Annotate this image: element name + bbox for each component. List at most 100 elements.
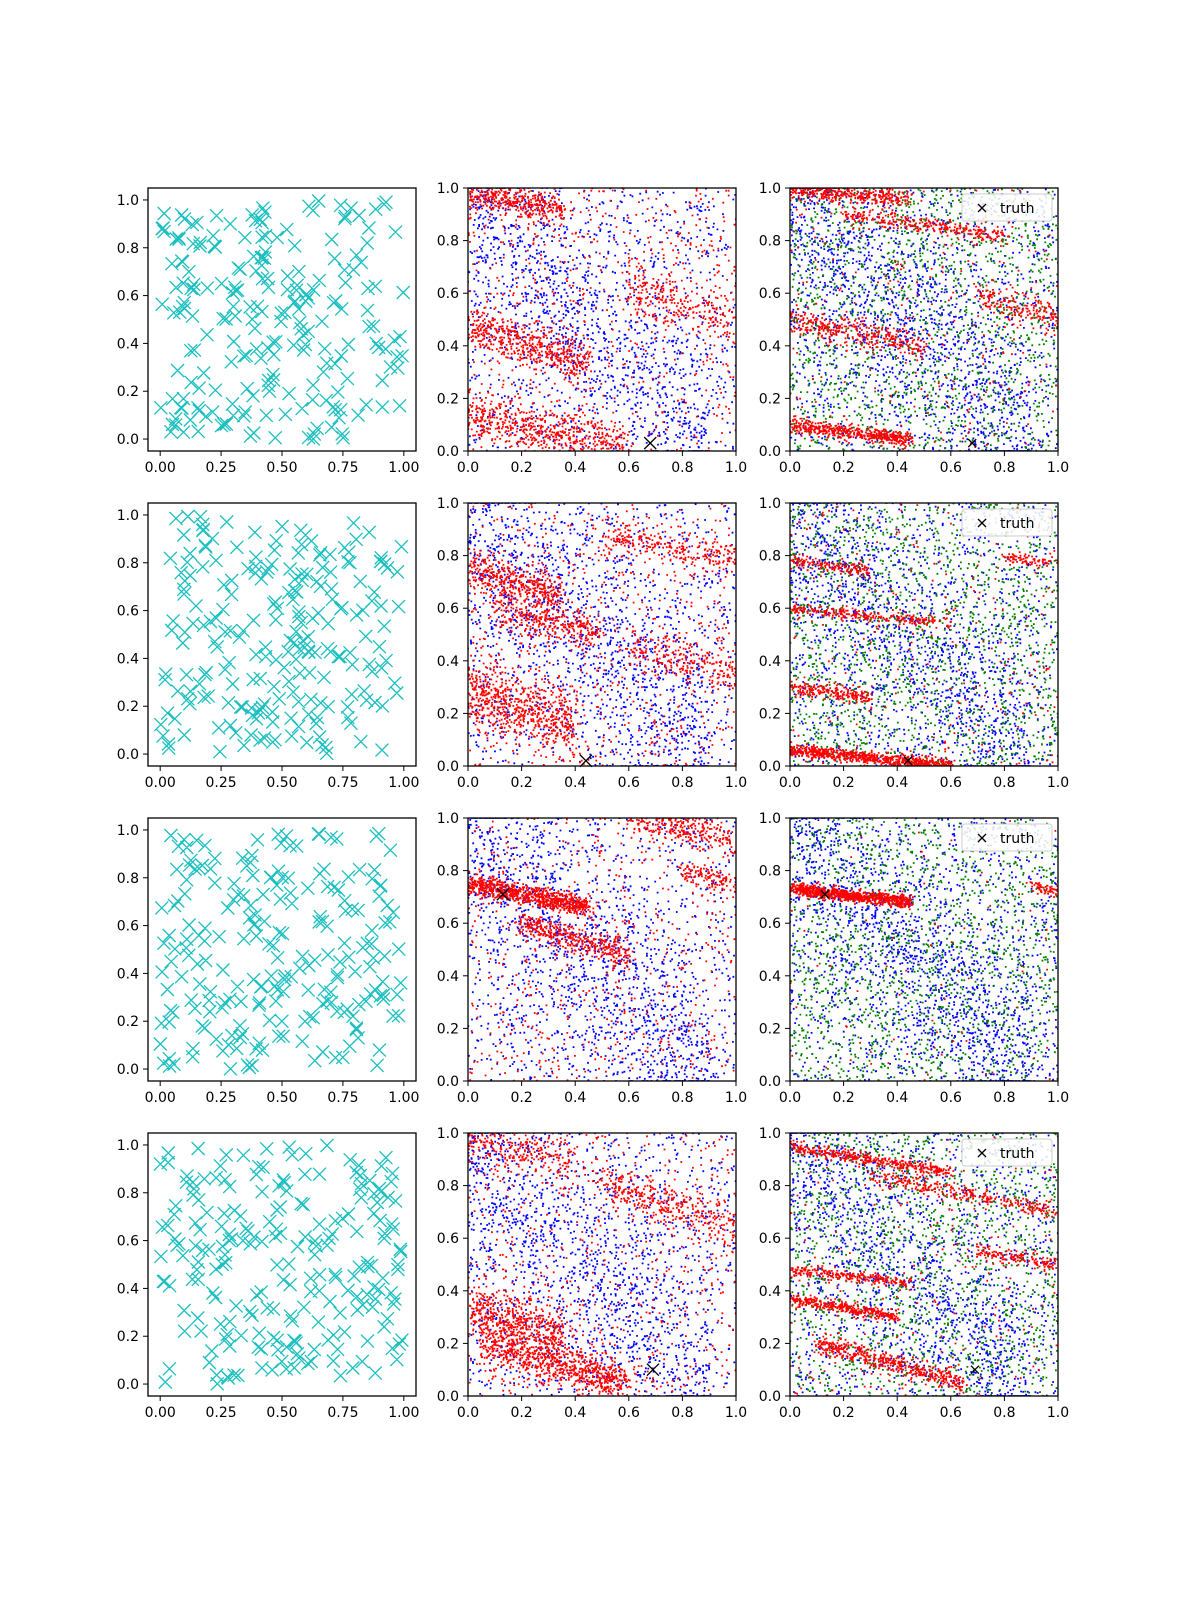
points xyxy=(468,503,736,766)
x-tick-label: 0.2 xyxy=(510,775,532,791)
axes-frame xyxy=(467,187,737,452)
x-tick-label: 0.2 xyxy=(510,1405,532,1421)
x-tick-label: 0.0 xyxy=(457,460,479,476)
panel-r2-c1: 0.00 0.25 0.50 0.75 1.00 0.0 0.2 0.4 0.6 0.8 1.0 xyxy=(117,502,419,791)
y-tick-label: 1.0 xyxy=(437,181,459,197)
y-tick-label: 0.4 xyxy=(759,339,781,355)
x-tick-label: 0.4 xyxy=(886,460,908,476)
x-tick-label: 1.0 xyxy=(725,1090,747,1106)
points xyxy=(153,194,411,446)
legend: truth xyxy=(961,193,1053,222)
x-tick-label: 1.00 xyxy=(388,1090,419,1106)
axes-frame xyxy=(789,1132,1059,1397)
y-tick-label: 0.4 xyxy=(117,1281,139,1297)
x-tick-label: 0.8 xyxy=(993,1405,1015,1421)
x-tick-label: 0.0 xyxy=(779,460,801,476)
legend-label: truth xyxy=(1000,516,1034,532)
panel-r2-c2: 0.0 0.2 0.4 0.6 0.8 1.0 0.0 0.2 0.4 0.6 0.8 1.0 xyxy=(437,496,747,791)
x-tick-label: 0.4 xyxy=(886,1090,908,1106)
x-tick-label: 0.0 xyxy=(779,1090,801,1106)
y-tick-label: 0.8 xyxy=(759,864,781,880)
legend-label: truth xyxy=(1000,201,1034,217)
y-tick-label: 1.0 xyxy=(437,811,459,827)
x-tick-label: 0.00 xyxy=(145,460,176,476)
y-tick-label: 0.6 xyxy=(437,286,459,302)
truth-marker xyxy=(970,1365,980,1375)
legend-truth-marker xyxy=(977,518,987,528)
points xyxy=(153,1138,409,1391)
green-points xyxy=(790,188,1058,451)
y-tick-label: 0.0 xyxy=(437,1074,459,1090)
y-tick-label: 1.0 xyxy=(117,508,139,524)
panel-r3-c1: 0.00 0.25 0.50 0.75 1.00 0.0 0.2 0.4 0.6 0.8 1.0 xyxy=(117,817,419,1106)
y-tick-label: 0.0 xyxy=(117,747,139,763)
y-tick-label: 1.0 xyxy=(759,811,781,827)
x-tick-label: 0.2 xyxy=(832,1090,854,1106)
red-points xyxy=(790,503,1058,766)
y-tick-label: 0.8 xyxy=(437,234,459,250)
y-tick-label: 0.0 xyxy=(759,1074,781,1090)
y-tick-label: 0.6 xyxy=(759,286,781,302)
x-tick-label: 1.0 xyxy=(1047,1405,1069,1421)
y-tick-label: 0.4 xyxy=(437,339,459,355)
y-tick-label: 0.2 xyxy=(117,699,139,715)
x-tick-label: 1.0 xyxy=(725,775,747,791)
x-tick-label: 0.25 xyxy=(206,1405,237,1421)
points xyxy=(790,188,1058,451)
panel-r4-c1: 0.00 0.25 0.50 0.75 1.00 0.0 0.2 0.4 0.6 0.8 1.0 xyxy=(117,1132,419,1421)
x-tick-label: 1.0 xyxy=(1047,1090,1069,1106)
legend: truth xyxy=(961,508,1053,537)
y-tick-label: 1.0 xyxy=(437,496,459,512)
axes-frame xyxy=(467,502,737,767)
legend: truth xyxy=(961,823,1053,852)
y-tick-label: 0.6 xyxy=(117,289,139,305)
y-tick-label: 0.2 xyxy=(437,391,459,407)
y-tick-label: 0.4 xyxy=(437,654,459,670)
y-tick-label: 0.0 xyxy=(437,759,459,775)
y-tick-label: 0.8 xyxy=(117,556,139,572)
points xyxy=(153,826,408,1076)
x-tick-label: 0.75 xyxy=(327,1090,358,1106)
x-tick-label: 0.8 xyxy=(993,775,1015,791)
x-tick-label: 0.4 xyxy=(564,1405,586,1421)
points xyxy=(153,509,409,761)
x-tick-label: 0.8 xyxy=(671,775,693,791)
panel-r4-c2: 0.0 0.2 0.4 0.6 0.8 1.0 0.0 0.2 0.4 0.6 0.8 1.0 xyxy=(437,1126,747,1421)
y-tick-label: 0.0 xyxy=(759,1389,781,1405)
x-tick-label: 0.50 xyxy=(266,1090,297,1106)
y-tick-label: 0.6 xyxy=(759,1231,781,1247)
panel-r3-c3: 0.0 0.2 0.4 0.6 0.8 1.0 0.0 0.2 0.4 0.6 0.8 1.0 trut… xyxy=(759,811,1069,1106)
x-tick-label: 0.50 xyxy=(266,460,297,476)
x-tick-label: 0.8 xyxy=(993,460,1015,476)
legend-box xyxy=(961,508,1053,537)
x-tick-label: 0.4 xyxy=(564,1090,586,1106)
truth-marker xyxy=(967,438,977,448)
panel-r3-c2: 0.0 0.2 0.4 0.6 0.8 1.0 0.0 0.2 0.4 0.6 0.8 1.0 xyxy=(437,811,747,1106)
x-tick-label: 0.25 xyxy=(206,775,237,791)
x-tick-label: 0.8 xyxy=(671,1405,693,1421)
points xyxy=(790,503,1058,766)
y-tick-label: 0.6 xyxy=(759,916,781,932)
sample-crosses xyxy=(153,1138,409,1391)
x-tick-label: 0.6 xyxy=(940,1405,962,1421)
x-tick-label: 0.4 xyxy=(886,775,908,791)
x-tick-label: 0.00 xyxy=(145,775,176,791)
y-tick-label: 1.0 xyxy=(759,181,781,197)
y-tick-label: 1.0 xyxy=(759,1126,781,1142)
blue-points xyxy=(468,1133,736,1396)
x-tick-label: 1.00 xyxy=(388,775,419,791)
x-tick-label: 1.0 xyxy=(1047,460,1069,476)
y-tick-label: 1.0 xyxy=(117,823,139,839)
y-tick-label: 1.0 xyxy=(117,1138,139,1154)
x-tick-label: 0.2 xyxy=(510,1090,532,1106)
x-tick-label: 0.75 xyxy=(327,460,358,476)
red-points xyxy=(468,818,736,1081)
x-tick-label: 0.2 xyxy=(510,460,532,476)
y-tick-label: 1.0 xyxy=(759,496,781,512)
axes-frame xyxy=(789,187,1059,452)
x-tick-label: 0.0 xyxy=(457,775,479,791)
y-tick-label: 0.2 xyxy=(437,1336,459,1352)
y-tick-label: 0.8 xyxy=(437,864,459,880)
x-tick-label: 0.0 xyxy=(457,1405,479,1421)
x-tick-label: 1.0 xyxy=(725,1405,747,1421)
